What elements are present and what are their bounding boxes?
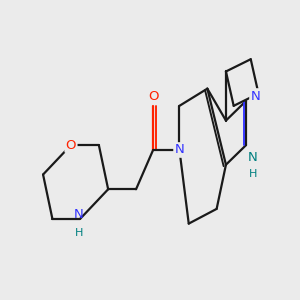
Text: N: N	[248, 151, 258, 164]
Text: N: N	[250, 89, 260, 103]
Text: N: N	[175, 143, 184, 157]
Text: H: H	[249, 169, 257, 178]
Text: O: O	[66, 139, 76, 152]
Text: O: O	[148, 89, 158, 103]
Text: N: N	[74, 208, 84, 221]
Text: H: H	[74, 228, 83, 239]
